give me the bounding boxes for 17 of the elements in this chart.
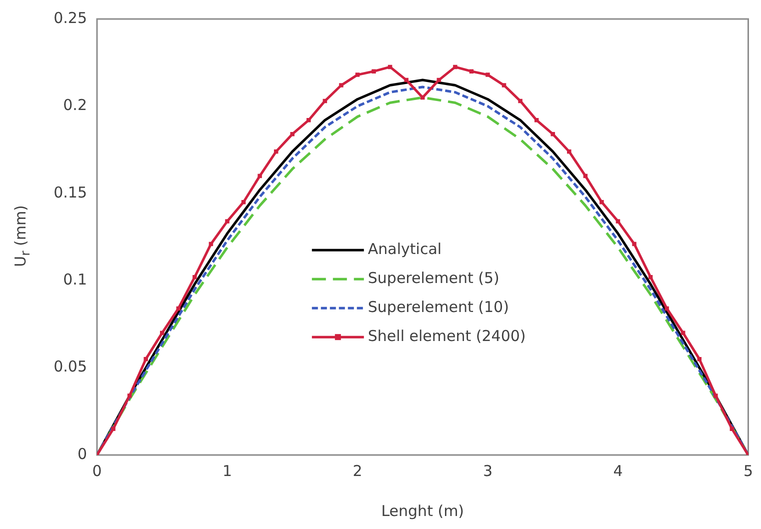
legend-label: Analytical [368,240,442,258]
x-tick-label: 4 [613,462,623,480]
x-axis-title: Lenght (m) [381,502,464,520]
x-tick-label: 2 [352,462,362,480]
y-tick-label: 0 [77,444,87,463]
y-tick-label: 0.2 [63,96,87,114]
x-tick-label: 5 [743,462,753,480]
x-tick-label: 0 [92,462,102,480]
y-tick-label: 0.05 [54,358,87,376]
legend-label: Superelement (5) [368,268,500,287]
legend-label: Superelement (10) [368,298,509,316]
y-tick-label: 0.15 [54,183,87,202]
y-tick-label: 0.1 [63,270,87,288]
y-tick-label: 0.25 [54,8,87,27]
x-tick-label: 1 [222,462,232,480]
legend-label: Shell element (2400) [368,326,526,345]
x-tick-label: 3 [482,462,493,480]
